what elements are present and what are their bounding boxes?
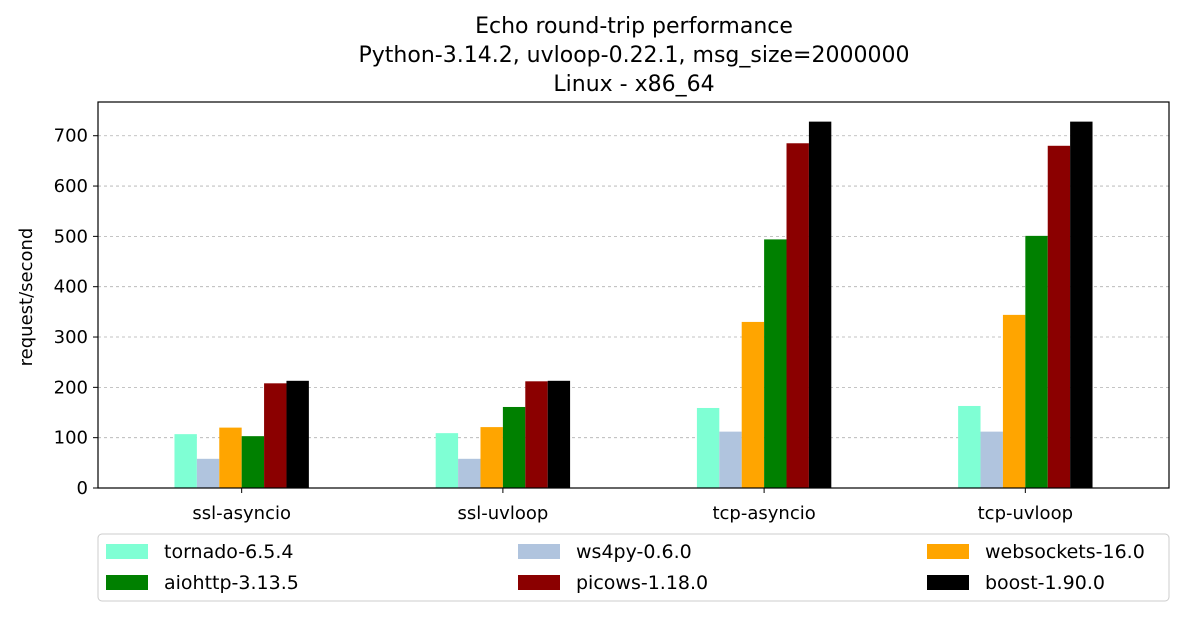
bar <box>696 407 720 488</box>
legend-swatch <box>927 544 969 559</box>
bar <box>286 380 309 488</box>
bar <box>219 427 242 488</box>
legend-swatch <box>518 544 560 559</box>
bar <box>958 405 981 488</box>
bar <box>196 458 220 488</box>
legend-swatch <box>106 575 148 590</box>
y-tick-label: 400 <box>54 277 88 298</box>
y-axis-label: request/second <box>16 228 37 367</box>
bar <box>1002 314 1026 488</box>
bar <box>458 458 481 488</box>
legend: tornado-6.5.4 ws4py-0.6.0 websockets-16.0 a… <box>97 533 1170 602</box>
bar <box>1047 145 1071 488</box>
bar <box>435 433 459 488</box>
legend-swatch <box>518 575 560 590</box>
plot-frame <box>97 101 1170 489</box>
bar <box>1070 121 1093 488</box>
y-tick-label: 300 <box>54 327 88 348</box>
legend-label: websockets-16.0 <box>985 541 1145 563</box>
legend-frame <box>97 533 1170 602</box>
chart-title-line-1: Echo round-trip performance <box>475 14 793 39</box>
legend-label: tornado-6.5.4 <box>164 541 293 563</box>
bar <box>547 380 571 488</box>
x-tick-label: tcp-asyncio <box>712 503 815 524</box>
legend-label: ws4py-0.6.0 <box>576 541 692 563</box>
y-tick-label: 500 <box>54 226 88 247</box>
gridlines <box>98 135 1169 439</box>
bar <box>480 427 503 488</box>
bar <box>786 143 809 488</box>
bar <box>525 381 548 488</box>
bar <box>808 121 832 488</box>
y-tick-label: 0 <box>77 478 88 499</box>
bar <box>741 321 765 488</box>
y-tick-label: 100 <box>54 428 88 449</box>
legend-label: aiohttp-3.13.5 <box>164 572 299 594</box>
bar <box>764 239 787 488</box>
bar <box>980 431 1003 488</box>
x-tick-label: ssl-uvloop <box>458 503 549 524</box>
bar <box>502 406 526 488</box>
legend-swatch <box>927 575 969 590</box>
y-tick-label: 200 <box>54 377 88 398</box>
bars <box>174 121 1093 488</box>
axes: 0 100 200 300 400 500 600 700 ssl-asyncio ssl-uvl… <box>54 101 1170 524</box>
x-tick-label: tcp-uvloop <box>978 503 1073 524</box>
chart-title-line-3: Linux - x86_64 <box>553 72 714 97</box>
legend-label: boost-1.90.0 <box>985 572 1105 594</box>
bar <box>264 383 287 488</box>
legend-label: picows-1.18.0 <box>576 572 708 594</box>
bar <box>174 434 197 488</box>
bar <box>241 436 265 488</box>
bar <box>719 431 742 488</box>
y-tick-label: 600 <box>54 176 88 197</box>
x-tick-label: ssl-asyncio <box>192 503 291 524</box>
y-tick-label: 700 <box>54 126 88 147</box>
chart-title-line-2: Python-3.14.2, uvloop-0.22.1, msg_size=2… <box>359 43 910 68</box>
legend-swatch <box>106 544 148 559</box>
bar <box>1025 235 1048 488</box>
chart-title: Echo round-trip performance Python-3.14.… <box>359 14 910 97</box>
